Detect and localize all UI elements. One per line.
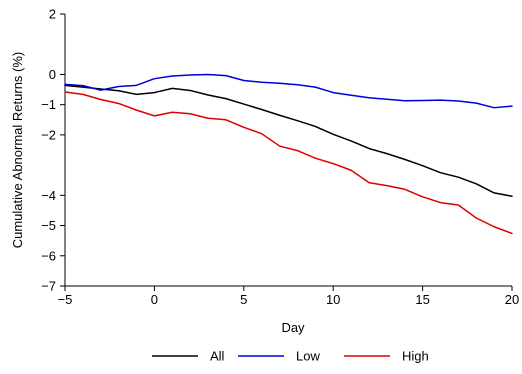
series-line-high: [64, 91, 513, 235]
x-tick-label: 15: [415, 292, 429, 307]
y-tick-label: −4: [41, 188, 56, 203]
x-tick-label: 5: [240, 292, 247, 307]
legend: All Low High: [152, 349, 429, 364]
y-tick-label: 2: [49, 7, 56, 22]
y-tick-label: −1: [41, 97, 56, 112]
y-tick-label: −5: [41, 218, 56, 233]
y-tick-label: −7: [41, 279, 56, 294]
x-tick-label: 0: [151, 292, 158, 307]
y-axis-title: Cumulative Abnormal Returns (%): [10, 52, 25, 249]
x-ticks: −5 0 5 10 15 20: [58, 286, 519, 307]
x-tick-label: −5: [58, 292, 73, 307]
y-tick-label: −2: [41, 127, 56, 142]
legend-label-low: Low: [296, 349, 320, 364]
x-tick-label: 10: [326, 292, 340, 307]
x-tick-label: 20: [505, 292, 519, 307]
series-line-all: [64, 84, 513, 197]
axes: [64, 14, 512, 287]
series-lines: [64, 73, 513, 235]
legend-label-high: High: [402, 349, 429, 364]
series-line-low: [64, 73, 513, 109]
y-tick-label: 0: [49, 67, 56, 82]
y-ticks: 2 0 −1 −2 −4 −5 −6 −7: [41, 7, 65, 294]
x-axis-title: Day: [281, 320, 305, 335]
y-tick-label: −6: [41, 248, 56, 263]
legend-label-all: All: [210, 349, 225, 364]
